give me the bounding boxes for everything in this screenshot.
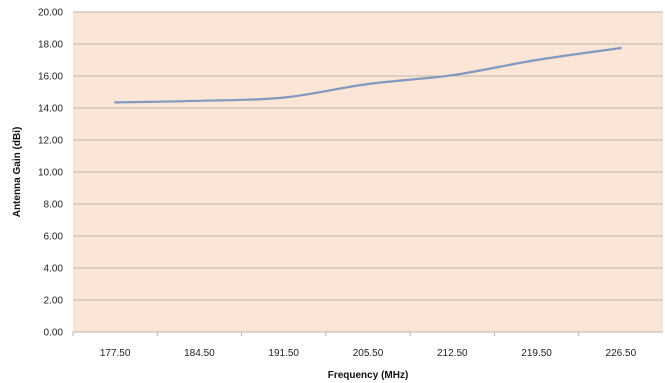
y-tick-label: 6.00 bbox=[44, 232, 64, 243]
y-tick-label: 12.00 bbox=[38, 136, 63, 147]
x-tick-label: 191.50 bbox=[268, 348, 299, 359]
x-tick-label: 226.50 bbox=[606, 348, 637, 359]
y-tick-label: 16.00 bbox=[38, 72, 63, 83]
x-tick-label: 177.50 bbox=[100, 348, 131, 359]
y-axis-tick-labels: 0.00 2.00 4.00 6.00 8.00 10.00 12.00 14.00 16.00… bbox=[38, 8, 63, 339]
x-axis-title: Frequency (MHz) bbox=[328, 370, 409, 381]
series-layer bbox=[114, 46, 622, 104]
x-tick-label: 184.50 bbox=[184, 348, 215, 359]
y-tick-label: 14.00 bbox=[38, 104, 63, 115]
y-tick-label: 2.00 bbox=[44, 296, 64, 307]
y-tick-label: 20.00 bbox=[38, 8, 63, 19]
y-axis-title: Antenna Gain (dBi) bbox=[12, 127, 23, 218]
gridlines bbox=[73, 11, 663, 333]
y-tick-label: 0.00 bbox=[44, 328, 64, 339]
x-tick-label: 219.50 bbox=[521, 348, 552, 359]
y-tick-label: 8.00 bbox=[44, 200, 64, 211]
x-tick-label: 205.50 bbox=[353, 348, 384, 359]
y-tick-label: 10.00 bbox=[38, 168, 63, 179]
x-axis-tick-labels: 177.50 184.50 191.50 205.50 212.50 219.50 226.… bbox=[72, 332, 637, 359]
y-tick-label: 4.00 bbox=[44, 264, 64, 275]
x-tick-label: 212.50 bbox=[437, 348, 468, 359]
y-tick-label: 18.00 bbox=[38, 40, 63, 51]
